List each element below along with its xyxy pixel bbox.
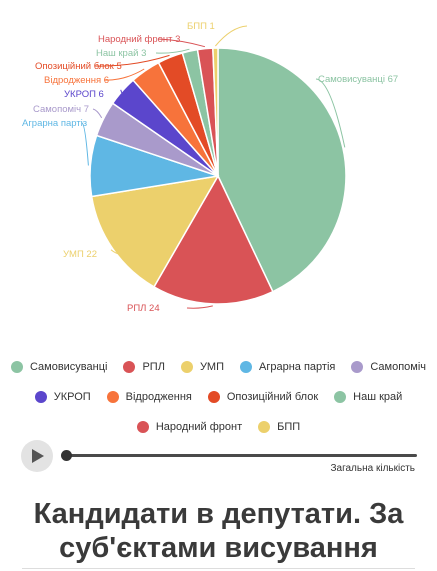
- legend-item[interactable]: Самопоміч: [351, 361, 426, 373]
- slice-label: Відродження 6: [44, 75, 109, 86]
- timeline-label: Загальна кількість: [330, 463, 415, 474]
- slice-leader-line: [92, 108, 103, 119]
- play-button[interactable]: [21, 440, 53, 472]
- slice-leader-line: [155, 48, 190, 54]
- legend-row: УКРОП Відродження Опозиційний блок Наш край: [0, 382, 437, 412]
- slice-label: БПП 1: [187, 21, 215, 32]
- legend-swatch: [180, 361, 193, 373]
- slice-label: Народний фронт 3: [98, 34, 180, 45]
- legend-item[interactable]: Опозиційний блок: [207, 391, 319, 403]
- legend-swatch: [136, 421, 149, 433]
- legend-item[interactable]: Аграрна партія: [240, 361, 335, 373]
- play-icon: [32, 449, 44, 463]
- chart-legend: Самовисуванці РПЛ УМП Аграрна партія Самопом…: [0, 352, 437, 442]
- slice-leader-line: [186, 305, 213, 309]
- legend-label: БПП: [277, 421, 301, 433]
- slice-label: УМП 22: [63, 249, 97, 260]
- legend-swatch: [207, 391, 220, 403]
- legend-label: УМП: [199, 361, 224, 373]
- slice-label: Наш край 3: [96, 48, 146, 59]
- pie-slice[interactable]: [152, 174, 274, 305]
- slice-leader-line: [315, 78, 346, 148]
- page-title: Кандидати в депутати. За суб'єктами вису…: [33, 498, 404, 564]
- pie-chart: Самовисуванці 67 РПЛ 24 УМП 22 Аграрна парт…: [22, 21, 398, 314]
- pie-slice[interactable]: [212, 47, 219, 177]
- slice-label: Самовисуванці 67: [318, 74, 398, 85]
- legend-item[interactable]: БПП: [258, 421, 300, 433]
- slice-label: Опозиційний блок 5: [35, 61, 122, 72]
- legend-item[interactable]: Самовисуванці: [10, 361, 108, 373]
- slice-label: УКРОП 6: [64, 89, 104, 100]
- slice-label: РПЛ 24: [127, 303, 160, 314]
- slice-leader-line: [81, 122, 89, 166]
- slice-leader-line: [157, 38, 206, 48]
- slice-label: Самопоміч 7: [33, 104, 89, 115]
- legend-item[interactable]: Відродження: [106, 391, 192, 403]
- legend-item[interactable]: Наш край: [334, 391, 402, 403]
- legend-item[interactable]: РПЛ: [123, 361, 165, 373]
- pie-slice[interactable]: [90, 175, 220, 288]
- slice-leader-line: [215, 25, 248, 47]
- legend-item[interactable]: Народний фронт: [136, 421, 243, 433]
- legend-label: РПЛ: [142, 361, 165, 373]
- timeline-knob[interactable]: [61, 450, 72, 461]
- legend-row: Самовисуванці РПЛ УМП Аграрна партія Самопом…: [0, 352, 437, 382]
- legend-label: Народний фронт: [155, 421, 243, 433]
- timeline-track[interactable]: [65, 454, 417, 457]
- slice-leader-line: [103, 68, 145, 81]
- legend-label: Аграрна партія: [259, 361, 336, 373]
- legend-label: Самопоміч: [370, 361, 427, 373]
- pie-slice[interactable]: [217, 47, 347, 293]
- legend-swatch: [10, 361, 23, 373]
- legend-item[interactable]: УМП: [180, 361, 224, 373]
- legend-swatch: [123, 361, 136, 373]
- legend-row: Народний фронт БПП: [0, 412, 437, 442]
- slice-leader-line: [110, 249, 124, 255]
- legend-label: Відродження: [125, 391, 192, 403]
- legend-swatch: [106, 391, 119, 403]
- slice-leader-line: [120, 89, 125, 95]
- legend-label: УКРОП: [53, 391, 91, 403]
- legend-label: Наш край: [353, 391, 403, 403]
- legend-swatch: [351, 361, 364, 373]
- legend-swatch: [334, 391, 347, 403]
- timeline-player: Загальна кількість: [21, 438, 417, 478]
- legend-swatch: [34, 391, 47, 403]
- divider: [22, 568, 415, 569]
- legend-label: Опозиційний блок: [226, 391, 319, 403]
- legend-item[interactable]: УКРОП: [34, 391, 91, 403]
- slice-label: Аграрна партіз: [22, 118, 87, 129]
- legend-swatch: [258, 421, 271, 433]
- legend-swatch: [240, 361, 252, 373]
- slice-leader-line: [94, 54, 170, 67]
- legend-label: Самовисуванці: [29, 361, 108, 373]
